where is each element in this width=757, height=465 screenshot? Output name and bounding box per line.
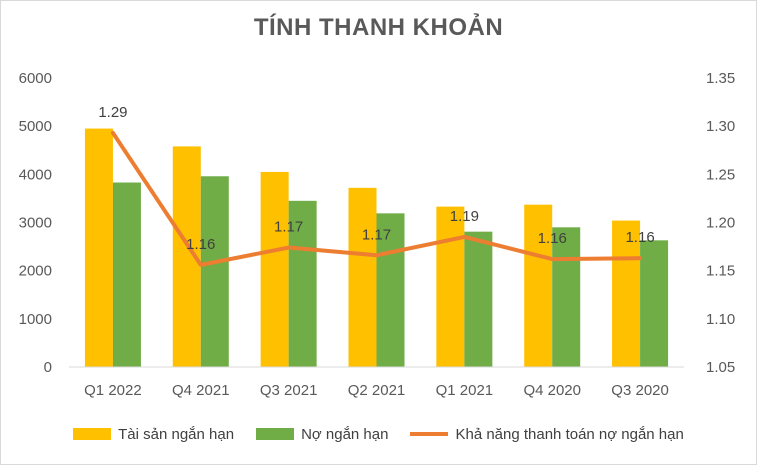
legend-item-ratio: Khả năng thanh toán nợ ngắn hạn (410, 425, 684, 443)
bar-assets (348, 187, 377, 367)
legend-swatch-liabilities (256, 428, 295, 440)
bar-liabilities (200, 176, 229, 367)
legend-swatch-assets (73, 428, 112, 440)
x-tick-label: Q3 2020 (611, 382, 669, 399)
bar-liabilities (552, 227, 581, 367)
y-left-tick-label: 1000 (19, 311, 52, 328)
y-left-tick-label: 0 (44, 359, 52, 376)
legend-swatch-ratio (410, 432, 449, 436)
ratio-data-label: 1.19 (450, 208, 479, 225)
y-right-tick-label: 1.10 (706, 311, 735, 328)
chart-title: TÍNH THANH KHOẢN (253, 14, 504, 41)
x-tick-label: Q3 2021 (260, 382, 318, 399)
y-right-tick-label: 1.20 (706, 215, 735, 232)
y-right-tick-label: 1.35 (706, 70, 735, 87)
y-right-tick-label: 1.15 (706, 263, 735, 280)
x-tick-label: Q2 2021 (348, 382, 406, 399)
bar-assets (612, 220, 641, 367)
y-left-tick-label: 2000 (19, 263, 52, 280)
y-left-tick-label: 3000 (19, 215, 52, 232)
ratio-data-label: 1.16 (625, 229, 654, 246)
y-left-tick-label: 6000 (19, 70, 52, 87)
bar-assets (260, 171, 289, 367)
bar-liabilities (112, 182, 141, 367)
ratio-data-label: 1.29 (98, 104, 127, 121)
ratio-data-label: 1.17 (362, 226, 391, 243)
x-tick-label: Q1 2022 (84, 382, 142, 399)
ratio-data-label: 1.16 (186, 236, 215, 253)
bar-assets (84, 128, 113, 367)
y-left-tick-label: 4000 (19, 166, 52, 183)
bar-liabilities (376, 213, 405, 367)
legend-label-ratio: Khả năng thanh toán nợ ngắn hạn (455, 425, 684, 443)
x-tick-label: Q4 2020 (523, 382, 581, 399)
legend-label-assets: Tài sản ngắn hạn (118, 425, 235, 443)
ratio-line (110, 130, 643, 267)
x-tick-label: Q1 2021 (436, 382, 494, 399)
ratio-data-label: 1.17 (274, 219, 303, 236)
legend-item-liabilities: Nợ ngắn hạn (256, 426, 388, 443)
legend-label-liabilities: Nợ ngắn hạn (301, 425, 389, 443)
bar-liabilities (288, 200, 317, 367)
y-left-tick-label: 5000 (19, 118, 52, 135)
x-tick-label: Q4 2021 (172, 382, 230, 399)
bar-liabilities (464, 231, 493, 367)
bar-liabilities (640, 240, 669, 367)
y-right-tick-label: 1.25 (706, 166, 735, 183)
legend-item-assets: Tài sản ngắn hạn (73, 426, 234, 443)
bar-assets (524, 204, 553, 367)
y-right-tick-label: 1.30 (706, 118, 735, 135)
ratio-data-label: 1.16 (538, 230, 567, 247)
y-right-tick-label: 1.05 (706, 359, 735, 376)
chart-legend: Tài sản ngắn hạn Nợ ngắn hạn Khả năng th… (0, 422, 757, 446)
bar-assets (436, 206, 465, 367)
